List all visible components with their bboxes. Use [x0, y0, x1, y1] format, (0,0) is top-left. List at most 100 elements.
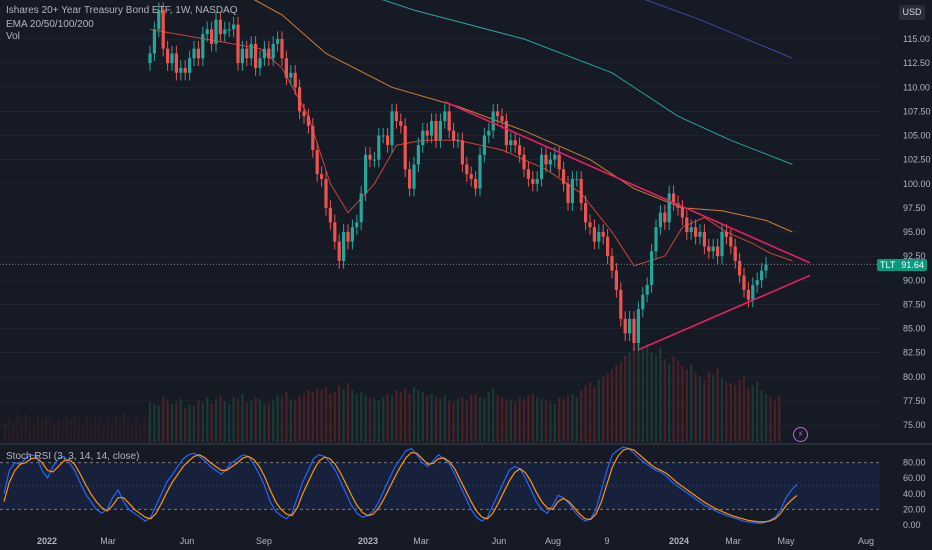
volume-bar [751, 385, 754, 442]
currency-button[interactable]: USD [899, 5, 925, 20]
candle-body [289, 72, 293, 78]
candle-body [562, 169, 566, 184]
candle-body [465, 164, 469, 175]
volume-bar [333, 392, 336, 442]
candle-body [240, 48, 244, 64]
candle-body [636, 309, 640, 343]
volume-bar [188, 404, 191, 442]
time-axis[interactable]: 2022 Mar Jun Sep 2023 Mar Jun Aug 9 2024 Mar May Aug [37, 536, 874, 546]
price-candles[interactable] [148, 2, 768, 351]
candle-body [553, 154, 557, 160]
candle-body [500, 116, 504, 122]
candle-body [188, 58, 192, 73]
time-tick-label: Aug [545, 536, 561, 546]
candle-body [232, 24, 236, 30]
candle-body [711, 246, 715, 252]
volume-bar [505, 398, 508, 442]
volume-bar [201, 402, 204, 442]
candle-body [372, 159, 376, 161]
chart-title: Ishares 20+ Year Treasury Bond ETF, 1W, … [6, 5, 238, 16]
volume-bar [355, 393, 358, 442]
volume-bar [509, 400, 512, 442]
candle-body [746, 289, 750, 300]
volume-bar [170, 404, 174, 442]
price-tick-label: 110.00 [903, 82, 930, 92]
volume-bar [597, 379, 600, 442]
volume-bar [619, 360, 622, 442]
volume-bar [57, 417, 60, 442]
candle-body [192, 48, 196, 59]
volume-bar [298, 395, 301, 442]
candle-body [298, 87, 302, 112]
volume-bar [760, 390, 763, 442]
time-tick-label: 2022 [37, 536, 57, 546]
candle-body [381, 135, 385, 137]
time-tick-label: Mar [100, 536, 116, 546]
volume-bar [456, 398, 460, 442]
rsi-tick-label: 80.00 [903, 458, 926, 468]
rsi-tick-label: 60.00 [903, 473, 926, 483]
volume-bar [562, 398, 565, 442]
volume-bar [45, 414, 48, 442]
volume-bar [637, 342, 640, 442]
volume-bar [461, 397, 464, 442]
lightning-icon[interactable]: ⚡ [793, 427, 808, 442]
last-price-tag: TLT 91.64 [877, 259, 927, 271]
time-tick-label: 2023 [358, 536, 378, 546]
volume-bar [94, 414, 97, 442]
candle-body [689, 227, 693, 232]
candle-body [663, 212, 667, 223]
volume-bar [28, 418, 31, 442]
candle-body [152, 29, 156, 54]
price-tick-label: 82.50 [903, 348, 926, 358]
candle-body [531, 178, 535, 184]
trendlines[interactable] [444, 100, 811, 351]
candle-body [447, 111, 451, 131]
volume-bar [628, 352, 631, 442]
volume-bar [487, 392, 490, 442]
volume-bar [685, 369, 688, 442]
candle-body [161, 10, 165, 49]
price-tick-label: 100.00 [903, 179, 931, 189]
volume-bar [544, 400, 548, 442]
volume-bar [707, 371, 710, 442]
candle-body [667, 193, 671, 223]
volume-bar [703, 379, 706, 442]
grid [0, 38, 880, 426]
candle-body [196, 48, 200, 59]
volume-bar [584, 385, 587, 442]
volume-bar [245, 402, 248, 442]
candle-body [320, 174, 324, 179]
price-axis[interactable]: 115.00 112.50 110.00 107.50 105.00 102.50 100.… [903, 34, 931, 530]
stoch-d-line [3, 447, 798, 523]
volume-bar [272, 400, 275, 442]
candle-body [491, 111, 495, 131]
time-tick-label: May [777, 536, 795, 546]
candle-body [337, 241, 341, 261]
volume-bar [540, 398, 543, 442]
volume-bar [698, 376, 702, 442]
volume-bar [77, 418, 80, 442]
volume-bar [122, 413, 126, 442]
volume-bar [549, 402, 552, 442]
candle-body [452, 130, 456, 141]
candle-body [148, 53, 152, 64]
volume-bar [157, 405, 160, 442]
candle-body [738, 260, 742, 276]
candle-body [742, 275, 746, 290]
candle-body [526, 169, 530, 179]
volume-bar [377, 400, 380, 442]
candle-body [729, 236, 733, 247]
price-tick-label: 112.50 [903, 58, 930, 68]
candle-body [557, 154, 561, 170]
trendline [638, 274, 811, 351]
volume-bar [580, 390, 583, 442]
volume-bar [553, 404, 556, 442]
price-tick-label: 105.00 [903, 131, 931, 141]
candle-body [628, 318, 632, 334]
volume-bar [131, 423, 134, 442]
volume-bar [672, 355, 675, 442]
candle-body [720, 232, 724, 257]
volume-bar [496, 395, 499, 442]
